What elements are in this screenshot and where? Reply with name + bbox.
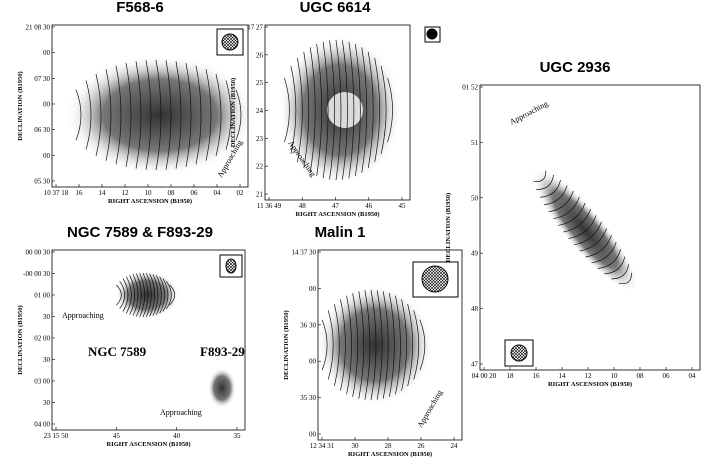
x-axis-label: RIGHT ASCENSION (B1950): [548, 381, 632, 388]
x-tick-label: 14: [99, 189, 107, 197]
annotation: NGC 7589: [88, 344, 147, 359]
y-tick-label: 00: [309, 285, 317, 293]
annotation: Approaching: [508, 99, 549, 127]
annotation: Approaching: [160, 408, 202, 417]
panel-title: UGC 6614: [300, 0, 372, 16]
y-axis-label: DECLINATION (B1950): [230, 78, 237, 147]
emission: [518, 156, 651, 304]
x-tick-label: 47: [332, 202, 340, 210]
y-tick-label: 24: [256, 107, 264, 115]
y-tick-label: 05 30: [34, 178, 50, 186]
y-tick-label: 00: [309, 431, 317, 439]
y-tick-label: 01 00: [34, 292, 50, 300]
x-tick-label: 04 00 20: [472, 372, 497, 380]
x-tick-label: 12 34 31: [310, 442, 335, 450]
x-axis-label: RIGHT ASCENSION (B1950): [348, 451, 432, 458]
y-tick-label: 17 27: [247, 24, 263, 32]
x-tick-label: 16: [533, 372, 541, 380]
y-axis-label: DECLINATION (B1950): [283, 310, 290, 379]
annotation: F893-29: [200, 344, 245, 359]
y-tick-label: 00 00 30: [26, 249, 51, 257]
y-tick-label: 36 30: [300, 321, 316, 329]
y-tick-label: 30: [43, 399, 51, 407]
x-tick-label: 10: [145, 189, 153, 197]
y-axis-label: DECLINATION (B1950): [17, 71, 24, 140]
x-tick-label: 26: [418, 442, 426, 450]
y-tick-label: 30: [43, 313, 51, 321]
y-tick-label: 47: [471, 361, 479, 369]
x-axis-label: RIGHT ASCENSION (B1950): [106, 441, 190, 448]
x-tick-label: 40: [173, 432, 181, 440]
x-tick-label: 45: [113, 432, 121, 440]
panel-title: NGC 7589 & F893-29: [67, 224, 213, 241]
x-tick-label: 46: [365, 202, 373, 210]
x-axis-label: RIGHT ASCENSION (B1950): [108, 198, 192, 205]
y-tick-label: 51: [471, 139, 479, 147]
y-tick-label: 00: [43, 152, 51, 160]
x-tick-label: 45: [399, 202, 407, 210]
x-tick-label: 12: [122, 189, 130, 197]
y-tick-label: 06 30: [34, 126, 50, 134]
y-tick-label: 07 30: [34, 75, 50, 83]
x-tick-label: 12: [585, 372, 593, 380]
y-tick-label: 04 00: [34, 421, 50, 429]
y-tick-label: 26: [256, 51, 264, 59]
x-tick-label: 10: [611, 372, 619, 380]
x-tick-label: 02: [237, 189, 245, 197]
x-tick-label: 16: [76, 189, 84, 197]
x-tick-label: 06: [191, 189, 199, 197]
y-tick-label: 49: [471, 250, 479, 258]
y-tick-label: 23: [256, 135, 264, 143]
panel-title: F568-6: [116, 0, 164, 16]
y-axis-label: DECLINATION (B1950): [445, 193, 452, 262]
y-tick-label: 30: [43, 356, 51, 364]
x-tick-label: 35: [234, 432, 242, 440]
annotation: Approaching: [415, 388, 444, 429]
y-tick-label: 02 00: [34, 335, 50, 343]
y-tick-label: 48: [471, 305, 479, 313]
y-tick-label: 22: [256, 163, 264, 171]
x-tick-label: 23 15 50: [44, 432, 69, 440]
x-tick-label: 14: [559, 372, 567, 380]
x-tick-label: 30: [352, 442, 360, 450]
y-tick-label: 00: [309, 358, 317, 366]
x-tick-label: 10 37 18: [44, 189, 69, 197]
y-tick-label: 35 30: [300, 394, 316, 402]
emission: [208, 368, 236, 408]
x-tick-label: 28: [385, 442, 393, 450]
y-axis-label: DECLINATION (B1950): [17, 305, 24, 374]
emission: [317, 285, 433, 405]
x-tick-label: 08: [637, 372, 645, 380]
x-tick-label: 06: [663, 372, 671, 380]
y-tick-label: 01 52: [462, 84, 478, 92]
x-tick-label: 04: [214, 189, 222, 197]
x-tick-label: 04: [689, 372, 697, 380]
y-tick-label: 25: [256, 79, 264, 87]
x-tick-label: 11 36 49: [257, 202, 282, 210]
annotation: Approaching: [62, 311, 104, 320]
figure: F568-6 RIGHT ASCENSION (B1950) DECLINATION…: [0, 0, 708, 463]
y-tick-label: 03 00: [34, 378, 50, 386]
y-tick-label: 21: [256, 191, 264, 199]
x-tick-label: 08: [168, 189, 176, 197]
x-tick-label: 48: [299, 202, 307, 210]
emission-hole: [327, 92, 363, 128]
y-tick-label: 50: [471, 194, 479, 202]
y-tick-label: 21 08 30: [26, 24, 51, 32]
x-tick-label: 18: [507, 372, 515, 380]
y-tick-label: -00 00 30: [23, 270, 50, 278]
x-axis-label: RIGHT ASCENSION (B1950): [295, 211, 379, 218]
panel-title: Malin 1: [315, 224, 366, 241]
panel-title: UGC 2936: [540, 59, 611, 76]
x-tick-label: 24: [451, 442, 459, 450]
y-tick-label: 00: [43, 49, 51, 57]
y-tick-label: 00: [43, 101, 51, 109]
y-tick-label: 14 37 30: [292, 249, 317, 257]
